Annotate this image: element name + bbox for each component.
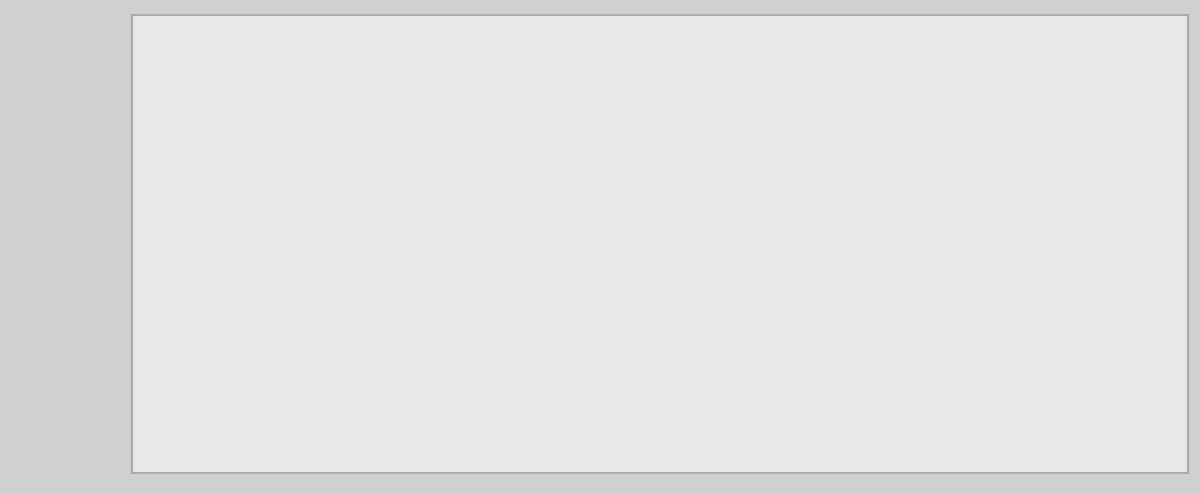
- Text: Against the addition of an base: Against the addition of an base: [220, 333, 612, 357]
- Text: the greatest buffering capacity in both directions.  In which: the greatest buffering capacity in both …: [162, 151, 986, 179]
- Text: The pH of a buffer is higher than the pH at which it would have: The pH of a buffer is higher than the pH…: [162, 85, 1039, 112]
- Text: Against the addition of an acid: Against the addition of an acid: [220, 442, 604, 465]
- Text: direction would the buffer have a larger buffering capacity?: direction would the buffer have a larger…: [162, 218, 991, 246]
